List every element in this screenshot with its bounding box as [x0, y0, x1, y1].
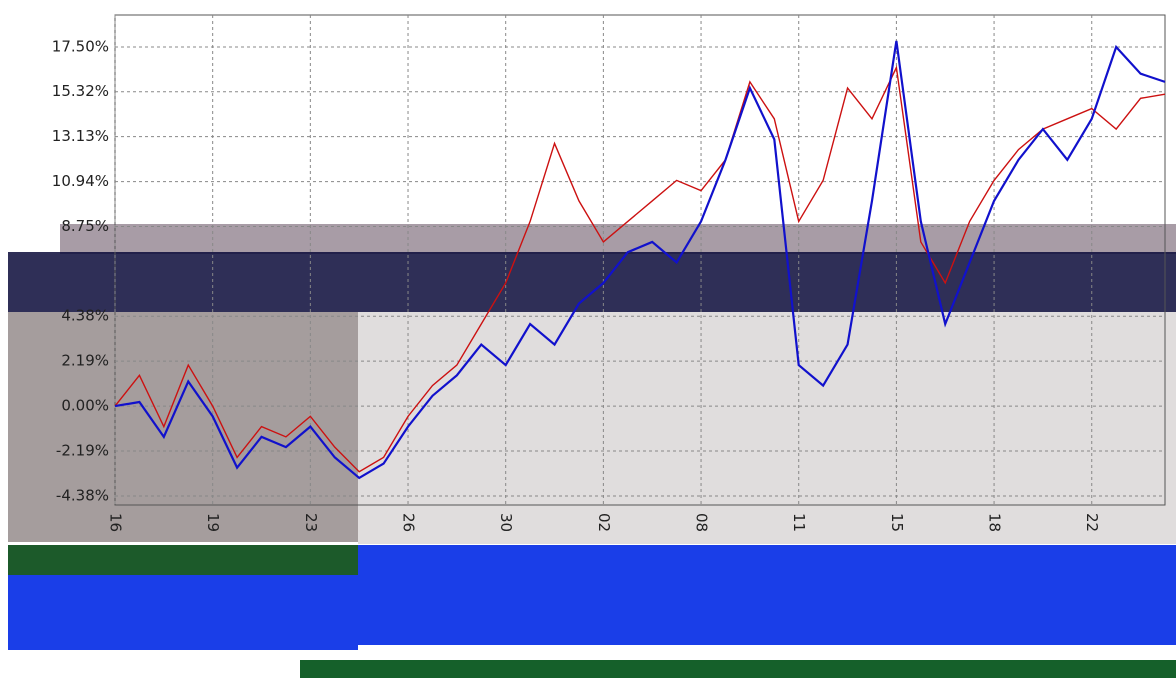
- y-tick-label: 4.38%: [61, 307, 109, 325]
- x-tick-label: 08: [693, 513, 711, 532]
- y-tick-label: -2.19%: [56, 442, 109, 460]
- x-tick-label: 26: [400, 513, 418, 532]
- glitch-band: [60, 224, 1176, 254]
- x-tick-label: 16: [107, 513, 125, 532]
- glitch-band: [8, 575, 358, 650]
- plot: -4.38% -2.19% 0.00% 2.19% 4.38% 8.75% 10.94% 13…: [52, 14, 1166, 532]
- glitch-band: [300, 660, 1176, 678]
- x-tick-label: 22: [1083, 513, 1101, 532]
- glitch-panel: [8, 312, 358, 542]
- glitch-band: [358, 545, 1176, 645]
- glitch-band: [8, 545, 358, 575]
- y-tick-label: 8.75%: [61, 217, 109, 235]
- x-tick-label: 11: [790, 513, 808, 532]
- series-line: [114, 40, 1166, 480]
- y-tick-label: 17.50%: [52, 38, 109, 56]
- x-tick-label: 15: [888, 513, 906, 532]
- x-tick-label: 19: [204, 513, 222, 532]
- y-tick-label: 15.32%: [52, 82, 109, 100]
- y-tick-label: 10.94%: [52, 172, 109, 190]
- x-tick-label: 23: [302, 513, 320, 532]
- y-tick-label: -4.38%: [56, 486, 109, 504]
- y-tick-label: 13.13%: [52, 127, 109, 145]
- x-tick-label: 30: [497, 513, 515, 532]
- series-line: [114, 65, 1166, 473]
- y-tick-label: 2.19%: [61, 352, 109, 370]
- x-tick-label: 18: [986, 513, 1004, 532]
- plot-area: [114, 14, 1166, 506]
- y-tick-label: 0.00%: [61, 397, 109, 415]
- x-tick-label: 02: [595, 513, 613, 532]
- glitch-band: [8, 252, 1176, 312]
